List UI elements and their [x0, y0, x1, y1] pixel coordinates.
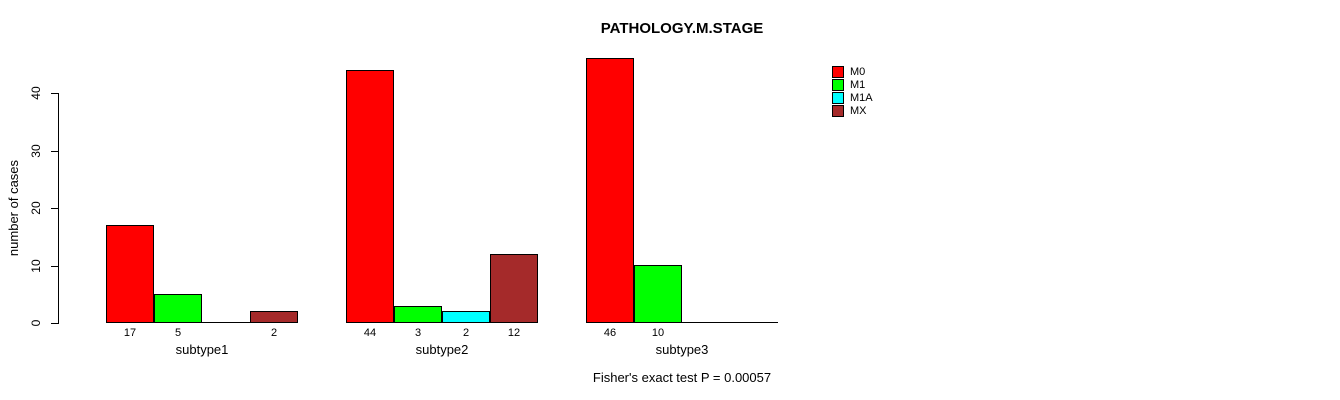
y-tick-label-20: 20: [29, 201, 43, 215]
y-tick-mark-20: [51, 208, 58, 209]
bar-mx-subtype3-zero: [730, 322, 778, 323]
bar-value-m0-subtype1: 17: [123, 327, 137, 339]
y-axis-line: [58, 93, 59, 324]
bar-value-m1-subtype3: 10: [651, 327, 665, 339]
y-tick-label-0: 0: [29, 319, 43, 327]
legend-label-m1: M1: [850, 79, 866, 91]
y-tick-mark-10: [51, 266, 58, 267]
legend-swatch-m1a: [832, 92, 844, 104]
bar-value-m0-subtype2: 44: [363, 327, 377, 339]
bar-m1a-subtype1-zero: [202, 322, 250, 323]
y-tick-mark-0: [51, 323, 58, 324]
legend-label-mx: MX: [850, 105, 867, 117]
y-tick-label-30: 30: [29, 144, 43, 158]
bar-mx-subtype1: [250, 311, 298, 323]
bar-value-mx-subtype2: 12: [507, 327, 521, 339]
bar-m1-subtype2: [394, 306, 442, 323]
bar-m0-subtype2: [346, 70, 394, 323]
bar-m1a-subtype3-zero: [682, 322, 730, 323]
bar-value-m1-subtype2: 3: [414, 327, 422, 339]
legend-swatch-m1: [832, 79, 844, 91]
category-label-subtype2: subtype2: [415, 342, 469, 357]
bar-m0-subtype3: [586, 58, 634, 323]
bar-value-m1a-subtype2: 2: [462, 327, 470, 339]
bar-value-m1-subtype1: 5: [174, 327, 182, 339]
bar-m1-subtype3: [634, 265, 682, 323]
legend-label-m1a: M1A: [850, 92, 873, 104]
y-axis-title: number of cases: [6, 159, 21, 257]
y-tick-label-40: 40: [29, 86, 43, 100]
bar-value-mx-subtype1: 2: [270, 327, 278, 339]
bar-m1-subtype1: [154, 294, 202, 323]
bar-m0-subtype1: [106, 225, 154, 323]
legend-swatch-m0: [832, 66, 844, 78]
legend-swatch-mx: [832, 105, 844, 117]
y-tick-label-10: 10: [29, 259, 43, 273]
y-tick-mark-40: [51, 93, 58, 94]
bar-m1a-subtype2: [442, 311, 490, 323]
bar-mx-subtype2: [490, 254, 538, 323]
chart-title: PATHOLOGY.M.STAGE: [600, 20, 764, 37]
category-label-subtype1: subtype1: [175, 342, 229, 357]
bar-value-m0-subtype3: 46: [603, 327, 617, 339]
annotation-fishers-test: Fisher's exact test P = 0.00057: [592, 370, 772, 385]
category-label-subtype3: subtype3: [655, 342, 709, 357]
legend-label-m0: M0: [850, 66, 866, 78]
y-tick-mark-30: [51, 151, 58, 152]
